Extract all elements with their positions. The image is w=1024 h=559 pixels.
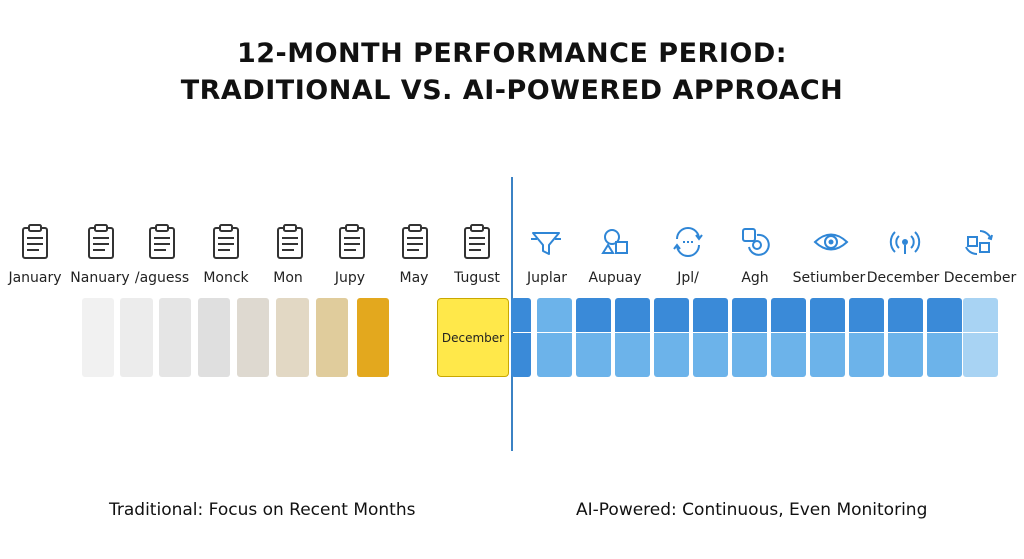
traditional-month-bar (237, 298, 269, 377)
clipboard-icon (22, 224, 48, 259)
clipboard-icon (402, 224, 428, 259)
ai-month-label: December (866, 270, 940, 286)
ai-caption: AI-Powered: Continuous, Even Monitoring (576, 500, 928, 520)
traditional-month-label: Tugust (454, 270, 500, 286)
traditional-month-label: January (8, 270, 62, 286)
ai-month-bar (693, 298, 728, 377)
funnel-icon (531, 232, 561, 255)
eye-icon (813, 233, 849, 251)
ai-month-label: Setiumber (792, 270, 866, 286)
signal-icon (889, 231, 921, 254)
sync-arrows-icon (673, 227, 703, 257)
ai-month-label: Aupuay (588, 270, 642, 286)
traditional-month-label: Monck (203, 270, 249, 286)
ai-month-bar (810, 298, 845, 377)
traditional-month-bar (82, 298, 114, 377)
ai-month-bar (537, 298, 572, 377)
traditional-month-bar (120, 298, 153, 377)
ai-month-bar (732, 298, 767, 377)
ai-month-bar (771, 298, 806, 377)
clipboard-icon (277, 224, 303, 259)
ai-month-label: December (943, 270, 1017, 286)
highlight-month-callout: December (437, 298, 509, 377)
traditional-month-bar (276, 298, 309, 377)
gauge-icon (742, 228, 770, 256)
ai-month-bar (511, 298, 531, 377)
shapes-icon (601, 229, 628, 254)
title-line-1: 12-MONTH PERFORMANCE PERIOD: (236, 38, 788, 69)
ai-month-label: Agh (741, 270, 769, 286)
title-line-2: TRADITIONAL VS. AI-POWERED APPROACH (180, 75, 844, 106)
clipboard-icon (213, 224, 239, 259)
ai-month-label: Jpl/ (677, 270, 699, 286)
ai-month-label: Juplar (526, 270, 568, 286)
clipboard-icon (149, 224, 175, 259)
traditional-month-bar (397, 298, 430, 377)
ai-month-bar (927, 298, 962, 377)
ai-month-bar (849, 298, 884, 377)
traditional-caption: Traditional: Focus on Recent Months (109, 500, 416, 520)
clipboard-icon (88, 224, 114, 259)
refresh-grid-icon (965, 230, 993, 256)
traditional-month-bar (357, 298, 389, 377)
ai-month-bar (654, 298, 689, 377)
traditional-month-label: May (399, 270, 429, 286)
traditional-month-label: /aguess (134, 270, 190, 286)
ai-month-bar (576, 298, 611, 377)
traditional-month-label: Nanuary (70, 270, 130, 286)
ai-month-bar (888, 298, 923, 377)
traditional-month-bar (198, 298, 230, 377)
traditional-month-bar (316, 298, 348, 377)
ai-month-bar (615, 298, 650, 377)
clipboard-icon (464, 224, 490, 259)
clipboard-icon (339, 224, 365, 259)
traditional-month-label: Mon (273, 270, 303, 286)
traditional-month-label: Jupy (334, 270, 366, 286)
traditional-month-bar (159, 298, 191, 377)
ai-month-bar (963, 298, 998, 377)
